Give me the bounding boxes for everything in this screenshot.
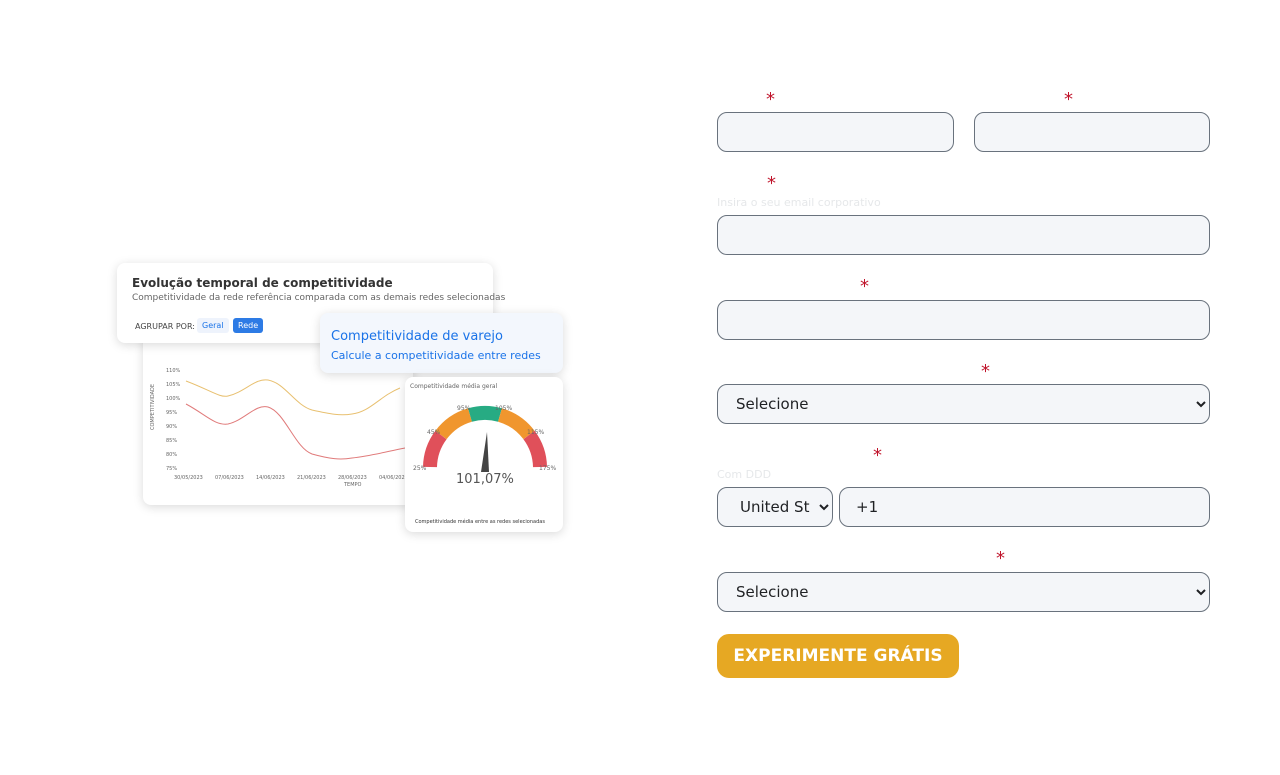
group-option: Rede — [233, 318, 264, 333]
gauge-note: Competitividade média entre as redes sel… — [415, 519, 545, 525]
gauge-tick: 115% — [527, 429, 545, 436]
x-tick-label: 21/06/2023 — [297, 475, 326, 481]
required-mark: * — [996, 548, 1005, 569]
curve — [185, 379, 401, 416]
chart-header-card: Evolução temporal de competitividade Com… — [117, 263, 505, 343]
group-option: Geral — [197, 318, 229, 333]
gauge-arc — [523, 430, 547, 468]
country-select[interactable]: United St — [717, 487, 833, 527]
required-mark: * — [873, 445, 882, 466]
curve — [185, 403, 406, 460]
select[interactable]: Selecione — [717, 572, 1210, 612]
y-tick-label: 100% — [166, 396, 181, 402]
gauge-title: Competitividade média geral — [410, 383, 498, 390]
y-tick-label: 85% — [166, 438, 178, 444]
x-tick-label: 07/06/2023 — [215, 475, 244, 481]
y-tick-label: 105% — [166, 382, 181, 388]
gauge-arc — [468, 405, 502, 422]
text-input[interactable] — [717, 112, 954, 152]
field-hint: Insira o seu email corporativo — [717, 196, 881, 209]
text-input[interactable] — [974, 112, 1210, 152]
gauge-tick: 175% — [539, 465, 557, 472]
y-tick-label: 110% — [166, 368, 181, 374]
y-title: COMPETITIVIDADE — [150, 383, 156, 430]
required-mark: * — [981, 361, 990, 382]
y-tick-label: 75% — [166, 466, 178, 472]
x-title: TEMPO — [344, 482, 362, 488]
select[interactable]: Selecione — [717, 384, 1210, 424]
promo-subtitle: Calcule a competitividade entre redes — [331, 349, 541, 362]
gauge-card: Competitividade média geral 25% 45% 95% … — [405, 377, 563, 532]
y-tick-label: 90% — [166, 424, 178, 430]
gauge-value: 101,07% — [456, 472, 514, 487]
gauge-arc — [423, 430, 447, 468]
card-title: Evolução temporal de competitividade — [132, 276, 393, 290]
x-tick-label: 30/05/2023 — [174, 475, 203, 481]
promo-card: Competitividade de varejo Calcule a comp… — [320, 313, 563, 373]
email-input[interactable] — [717, 215, 1210, 255]
gauge-tick: 45% — [427, 429, 441, 436]
illustration-graphics — [185, 379, 406, 460]
gauge-arc — [497, 408, 535, 440]
gauge-tick: 25% — [413, 465, 427, 472]
gauge-needle — [481, 432, 489, 472]
x-tick-label: 28/06/2023 — [338, 475, 367, 481]
required-mark: * — [860, 276, 869, 297]
y-tick-label: 95% — [166, 410, 178, 416]
group-label: AGRUPAR POR: — [135, 322, 195, 331]
x-tick-label: 04/06/2023 — [379, 475, 408, 481]
card-subtitle: Competitividade da rede referência compa… — [132, 293, 506, 303]
gauge — [423, 405, 547, 472]
gauge-tick: 105% — [495, 405, 513, 412]
required-mark: * — [766, 89, 775, 110]
gauge-tick: 95% — [457, 405, 471, 412]
required-mark: * — [767, 173, 776, 194]
required-mark: * — [1064, 89, 1073, 110]
gauge-arc — [435, 408, 473, 440]
submit-button[interactable]: EXPERIMENTE GRÁTIS — [717, 634, 959, 678]
text-input[interactable] — [717, 300, 1210, 340]
promo-title: Competitividade de varejo — [331, 329, 503, 344]
field-hint: Com DDD — [717, 468, 772, 481]
phone-input[interactable]: +1 — [839, 487, 1210, 527]
x-tick-label: 14/06/2023 — [256, 475, 285, 481]
y-tick-label: 80% — [166, 452, 178, 458]
